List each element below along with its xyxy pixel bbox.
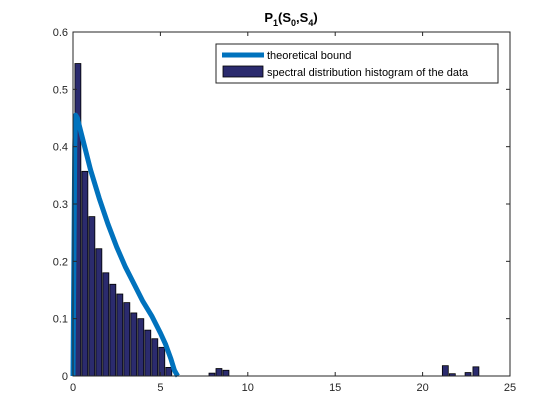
histogram-bar bbox=[88, 216, 96, 377]
histogram-bar bbox=[95, 248, 103, 377]
chart-title: P1(S0,S4) bbox=[264, 10, 317, 28]
histogram-bar bbox=[464, 372, 472, 377]
x-tick-label: 10 bbox=[242, 382, 254, 394]
y-tick-label: 0.5 bbox=[53, 84, 68, 96]
x-tick-label: 15 bbox=[329, 382, 341, 394]
legend: theoretical bound spectral distribution … bbox=[215, 43, 499, 84]
histogram-bar bbox=[123, 302, 131, 377]
x-tick-label: 20 bbox=[416, 382, 428, 394]
histogram-bar bbox=[165, 366, 173, 377]
title-end: ) bbox=[313, 10, 317, 25]
y-tick-label: 0.2 bbox=[53, 256, 68, 268]
legend-histogram-swatch bbox=[222, 65, 264, 78]
title-sub-0: 0 bbox=[291, 18, 296, 28]
title-base: P bbox=[264, 10, 273, 25]
histogram-bar bbox=[102, 272, 110, 377]
histogram-bar bbox=[137, 318, 145, 377]
y-tick-label: 0 bbox=[62, 371, 68, 383]
y-tick-label: 0.1 bbox=[53, 314, 68, 326]
y-tick-label: 0.6 bbox=[53, 27, 68, 39]
histogram-bar bbox=[158, 346, 166, 377]
histogram-bar bbox=[130, 312, 138, 377]
x-axis-ticks: 0 5 10 15 20 25 bbox=[70, 32, 516, 394]
x-tick-label: 0 bbox=[70, 382, 76, 394]
plot-area bbox=[73, 32, 510, 376]
y-axis-ticks: 0 0.1 0.2 0.3 0.4 0.5 0.6 bbox=[53, 27, 510, 383]
title-comma: ,S bbox=[296, 10, 309, 25]
legend-bound-label: theoretical bound bbox=[267, 50, 351, 62]
title-sub-1: 1 bbox=[273, 18, 278, 28]
y-tick-label: 0.4 bbox=[53, 142, 68, 154]
histogram-bar bbox=[116, 293, 124, 377]
histogram-bar bbox=[215, 368, 223, 377]
histogram-bar bbox=[151, 338, 159, 377]
legend-histogram-label: spectral distribution histogram of the d… bbox=[267, 67, 469, 79]
histogram-bar bbox=[109, 283, 117, 377]
title-sub-4: 4 bbox=[308, 18, 313, 28]
histogram-bar bbox=[144, 329, 152, 377]
histogram-bar bbox=[81, 170, 89, 377]
title-mid: (S bbox=[278, 10, 291, 25]
x-tick-label: 25 bbox=[504, 382, 516, 394]
theoretical-bound-line bbox=[70, 112, 180, 378]
x-tick-label: 5 bbox=[157, 382, 163, 394]
histogram-bar bbox=[222, 369, 230, 377]
histogram-bar bbox=[472, 366, 480, 377]
histogram-bar bbox=[441, 365, 449, 377]
y-tick-label: 0.3 bbox=[53, 199, 68, 211]
